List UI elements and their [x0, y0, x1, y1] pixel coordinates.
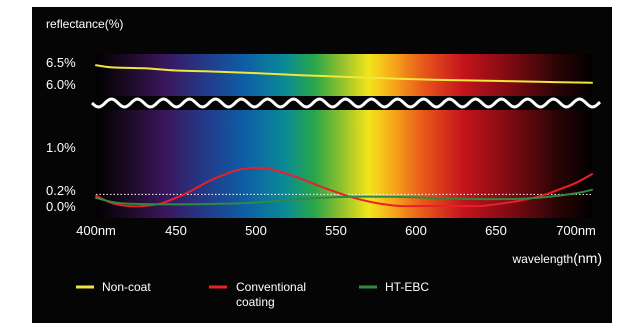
reflectance-chart: reflectance(%) 6.5% 6.0% 1.0% 0.2% 0.0% …: [46, 17, 603, 309]
x-tick-label: 550: [325, 223, 347, 238]
legend-label-line: coating: [236, 295, 275, 309]
x-tick-label: 700nm: [556, 223, 596, 238]
series-line-non-coat: [95, 64, 593, 84]
reflectance-chart-panel: reflectance(%) 6.5% 6.0% 1.0% 0.2% 0.0% …: [32, 7, 612, 323]
y-tick-label: 1.0%: [46, 140, 76, 155]
x-tick-label: 400nm: [76, 223, 116, 238]
series-line-ht-ebc: [95, 188, 593, 206]
axis-break-wave: [90, 97, 602, 109]
legend-label-non-coat: Non-coat: [102, 280, 151, 294]
x-tick-label: 650: [485, 223, 507, 238]
series-line-conventional-coating: [95, 166, 593, 208]
x-tick-label: 600: [405, 223, 427, 238]
series-layer: [95, 64, 593, 208]
x-axis-title-unit: (nm): [573, 250, 602, 266]
x-axis-title-text: wavelength: [512, 252, 574, 266]
legend-label-conventional-coating: Conventional coating: [236, 280, 309, 309]
y-tick-label: 0.2%: [46, 183, 76, 198]
x-tick-label: 450: [165, 223, 187, 238]
y-tick-label: 6.5%: [46, 55, 76, 70]
legend-label-line: Conventional: [236, 280, 306, 294]
y-tick-label: 0.0%: [46, 199, 76, 214]
x-tick-label: 500: [245, 223, 267, 238]
x-axis-title: wavelength(nm): [512, 250, 603, 266]
y-tick-label: 6.0%: [46, 77, 76, 92]
legend: Non-coat Conventional coating HT-EBC: [76, 280, 429, 309]
legend-label-ht-ebc: HT-EBC: [385, 280, 429, 294]
y-axis-title: reflectance(%): [46, 17, 123, 31]
spectrum-background: [96, 54, 592, 218]
